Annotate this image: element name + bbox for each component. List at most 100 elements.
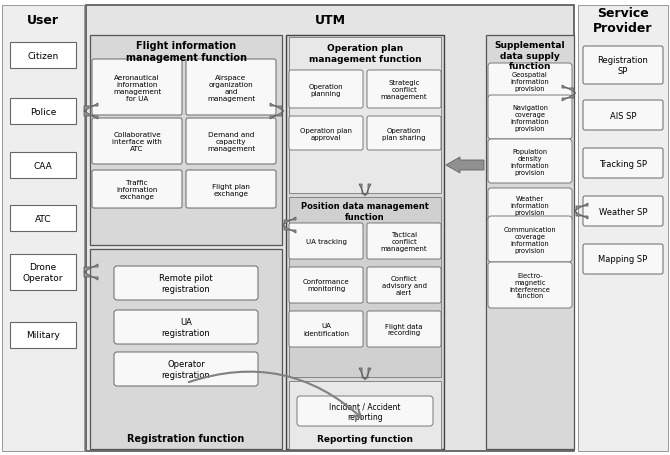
Text: CAA: CAA — [34, 161, 52, 170]
Text: Flight information
management function: Flight information management function — [125, 41, 247, 63]
FancyBboxPatch shape — [488, 64, 572, 100]
FancyBboxPatch shape — [297, 396, 433, 426]
FancyBboxPatch shape — [488, 263, 572, 308]
Text: Police: Police — [29, 107, 56, 116]
Text: Population
density
information
provision: Population density information provision — [511, 148, 549, 175]
Text: Tactical
conflict
management: Tactical conflict management — [381, 232, 427, 252]
Text: Mapping SP: Mapping SP — [598, 255, 648, 264]
FancyBboxPatch shape — [583, 197, 663, 227]
Text: UA tracking: UA tracking — [306, 238, 346, 244]
Bar — [10, 254, 76, 290]
Bar — [86, 6, 574, 451]
Text: UA
registration: UA registration — [161, 318, 210, 337]
Text: Position data management
function: Position data management function — [301, 202, 429, 221]
Text: Weather
information
provision: Weather information provision — [511, 196, 549, 216]
Text: Service
Provider: Service Provider — [593, 7, 653, 35]
Text: Aeronautical
information
management
for UA: Aeronautical information management for … — [113, 74, 161, 101]
Polygon shape — [282, 217, 296, 233]
Text: Demand and
capacity
management: Demand and capacity management — [207, 131, 255, 152]
Text: Airspace
organization
and
management: Airspace organization and management — [207, 74, 255, 101]
FancyBboxPatch shape — [488, 217, 572, 263]
Text: Operation
planning: Operation planning — [309, 83, 343, 96]
Polygon shape — [84, 104, 98, 120]
Text: ATC: ATC — [35, 214, 51, 223]
FancyBboxPatch shape — [289, 117, 363, 151]
Bar — [289, 381, 441, 449]
Polygon shape — [84, 264, 98, 280]
Text: Geospatial
information
provision: Geospatial information provision — [511, 72, 549, 92]
FancyBboxPatch shape — [367, 223, 441, 259]
FancyBboxPatch shape — [114, 310, 258, 344]
FancyBboxPatch shape — [583, 47, 663, 85]
Text: Operation plan
management function: Operation plan management function — [309, 44, 421, 64]
FancyBboxPatch shape — [367, 311, 441, 347]
Text: Remote pilot
registration: Remote pilot registration — [159, 274, 213, 293]
FancyBboxPatch shape — [114, 352, 258, 386]
FancyBboxPatch shape — [186, 119, 276, 165]
FancyBboxPatch shape — [92, 119, 182, 165]
Polygon shape — [270, 104, 284, 120]
Text: Conformance
monitoring: Conformance monitoring — [303, 279, 349, 292]
Text: Flight plan
exchange: Flight plan exchange — [212, 183, 250, 196]
FancyBboxPatch shape — [289, 311, 363, 347]
Text: Weather SP: Weather SP — [599, 207, 647, 216]
Polygon shape — [359, 368, 371, 380]
Polygon shape — [574, 203, 588, 219]
Text: Operator
registration: Operator registration — [161, 359, 210, 379]
Text: Navigation
coverage
information
provision: Navigation coverage information provisio… — [511, 104, 549, 131]
Bar — [10, 43, 76, 69]
Text: Registration function: Registration function — [127, 433, 245, 443]
FancyBboxPatch shape — [583, 149, 663, 179]
Text: AIS SP: AIS SP — [610, 111, 636, 120]
Text: Strategic
conflict
management: Strategic conflict management — [381, 80, 427, 100]
Text: Registration
SP: Registration SP — [598, 56, 649, 76]
FancyBboxPatch shape — [289, 223, 363, 259]
FancyBboxPatch shape — [488, 96, 572, 140]
Polygon shape — [359, 185, 371, 197]
Polygon shape — [562, 86, 576, 102]
FancyBboxPatch shape — [583, 244, 663, 274]
FancyBboxPatch shape — [289, 71, 363, 109]
Bar — [90, 249, 282, 449]
Text: Collaborative
interface with
ATC: Collaborative interface with ATC — [112, 131, 162, 152]
Text: UA
identification: UA identification — [303, 323, 349, 336]
Text: Reporting function: Reporting function — [317, 435, 413, 444]
FancyBboxPatch shape — [92, 171, 182, 208]
Text: Incident / Accident
reporting: Incident / Accident reporting — [329, 401, 401, 421]
Polygon shape — [446, 157, 484, 174]
Text: Military: Military — [26, 331, 60, 340]
Bar — [578, 6, 668, 451]
Bar — [289, 197, 441, 377]
Bar — [90, 36, 282, 245]
Text: Supplemental
data supply
function: Supplemental data supply function — [494, 41, 565, 71]
Text: Tracking SP: Tracking SP — [599, 159, 647, 168]
Bar — [10, 322, 76, 348]
Text: User: User — [27, 14, 59, 26]
Bar — [2, 6, 84, 451]
Text: Communication
coverage
information
provision: Communication coverage information provi… — [504, 226, 556, 253]
FancyBboxPatch shape — [92, 60, 182, 116]
Text: Traffic
information
exchange: Traffic information exchange — [117, 180, 157, 200]
Text: Electro-
magnetic
interference
function: Electro- magnetic interference function — [510, 272, 551, 299]
Bar — [286, 36, 444, 449]
Text: Operation plan
approval: Operation plan approval — [300, 127, 352, 140]
FancyBboxPatch shape — [367, 268, 441, 303]
Text: Drone
Operator: Drone Operator — [23, 263, 63, 282]
FancyBboxPatch shape — [114, 267, 258, 300]
Bar — [486, 36, 574, 449]
FancyBboxPatch shape — [289, 268, 363, 303]
FancyBboxPatch shape — [367, 71, 441, 109]
Text: UTM: UTM — [314, 14, 346, 26]
FancyBboxPatch shape — [186, 60, 276, 116]
FancyBboxPatch shape — [488, 188, 572, 222]
Text: Flight data
recording: Flight data recording — [385, 323, 423, 336]
Bar — [10, 153, 76, 179]
Text: Operation
plan sharing: Operation plan sharing — [383, 127, 425, 140]
FancyBboxPatch shape — [367, 117, 441, 151]
Bar — [10, 206, 76, 232]
FancyBboxPatch shape — [583, 101, 663, 131]
Bar — [10, 99, 76, 125]
Bar — [289, 38, 441, 193]
Text: Conflict
advisory and
alert: Conflict advisory and alert — [381, 275, 427, 295]
FancyBboxPatch shape — [488, 140, 572, 184]
